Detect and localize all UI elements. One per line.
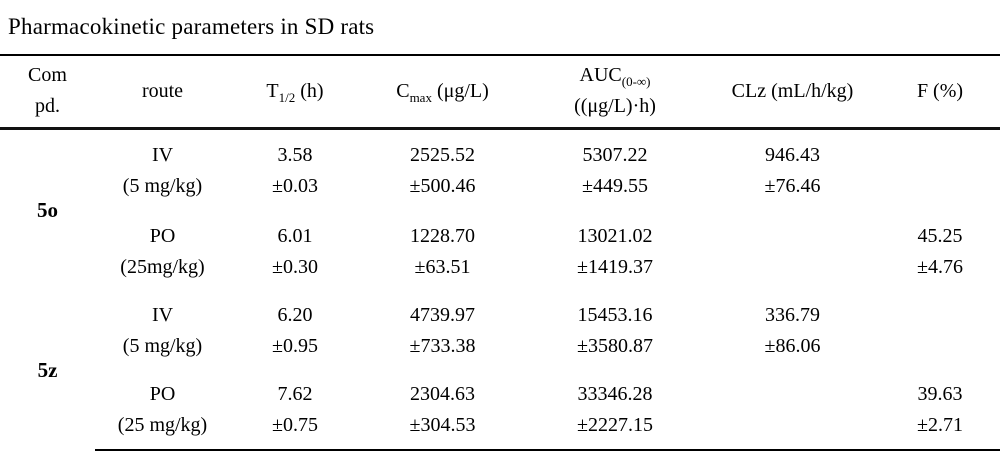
table-row: PO (25mg/kg) 6.01 ±0.30 1228.70 ±63.51 1… <box>0 213 1000 292</box>
header-compd: Com pd. <box>0 55 95 130</box>
compound-label: 5o <box>37 198 58 223</box>
cell-clz <box>705 213 880 292</box>
header-cmax: Cmax (μg/L) <box>360 55 525 130</box>
header-f: F (%) <box>880 55 1000 130</box>
cell-route: PO (25mg/kg) <box>120 225 205 278</box>
header-clz: CLz (mL/h/kg) <box>705 55 880 130</box>
header-auc-line1: AUC(0-∞) <box>579 64 651 89</box>
header-auc: AUC(0-∞) ((μg/L)·h) <box>525 55 705 130</box>
pk-table: Com pd. route T1/2 (h) Cmax (μg/L) AUC(0… <box>0 54 1000 451</box>
cell-f: 45.25 ±4.76 <box>917 225 963 278</box>
auc-subscript: (0-∞) <box>621 74 651 89</box>
cell-t12: 3.58 ±0.03 <box>272 144 318 198</box>
cell-cmax: 2525.52 ±500.46 <box>409 144 476 198</box>
cell-route: IV (5 mg/kg) <box>122 304 203 357</box>
cell-cmax: 4739.97 ±733.38 <box>409 304 476 357</box>
table-title: Pharmacokinetic parameters in SD rats <box>8 14 375 39</box>
cell-auc: 15453.16 ±3580.87 <box>577 304 653 357</box>
cell-route: IV (5 mg/kg) <box>122 144 203 198</box>
cell-cmax: 2304.63 ±304.53 <box>360 370 525 451</box>
table-row: 5o IV (5 mg/kg) 3.58 ±0.03 2525.52 ±500.… <box>0 129 1000 222</box>
cell-clz: 336.79 ±86.06 <box>764 304 821 357</box>
header-row: Com pd. route T1/2 (h) Cmax (μg/L) AUC(0… <box>0 55 1000 130</box>
cell-auc: 33346.28 ±2227.15 <box>525 370 705 451</box>
header-compd-line2: pd. <box>35 95 60 117</box>
cell-f: 39.63 ±2.71 <box>880 370 1000 451</box>
cell-clz <box>705 370 880 451</box>
table-row: PO (25 mg/kg) 7.62 ±0.75 2304.63 ±304.53… <box>0 370 1000 451</box>
header-t12: T1/2 (h) <box>230 55 360 130</box>
header-auc-line2: ((μg/L)·h) <box>574 95 656 117</box>
header-compd-line1: Com <box>28 64 67 86</box>
cmax-subscript: max <box>409 89 432 105</box>
cell-clz: 946.43 ±76.46 <box>764 144 821 198</box>
compound-label: 5z <box>37 358 58 382</box>
cell-cmax: 1228.70 ±63.51 <box>410 225 475 278</box>
cell-auc: 13021.02 ±1419.37 <box>577 225 653 278</box>
t12-subscript: 1/2 <box>278 89 296 105</box>
cell-f <box>880 292 1000 371</box>
cell-f <box>880 129 1000 213</box>
header-route: route <box>95 55 230 130</box>
cell-route: PO (25 mg/kg) <box>95 370 230 451</box>
cell-t12: 7.62 ±0.75 <box>230 370 360 451</box>
cell-t12: 6.20 ±0.95 <box>272 304 318 357</box>
cell-t12: 6.01 ±0.30 <box>272 225 318 278</box>
cell-auc: 5307.22 ±449.55 <box>582 144 648 198</box>
table-row: 5z IV (5 mg/kg) 6.20 ±0.95 4739.97 ±733.… <box>0 292 1000 382</box>
